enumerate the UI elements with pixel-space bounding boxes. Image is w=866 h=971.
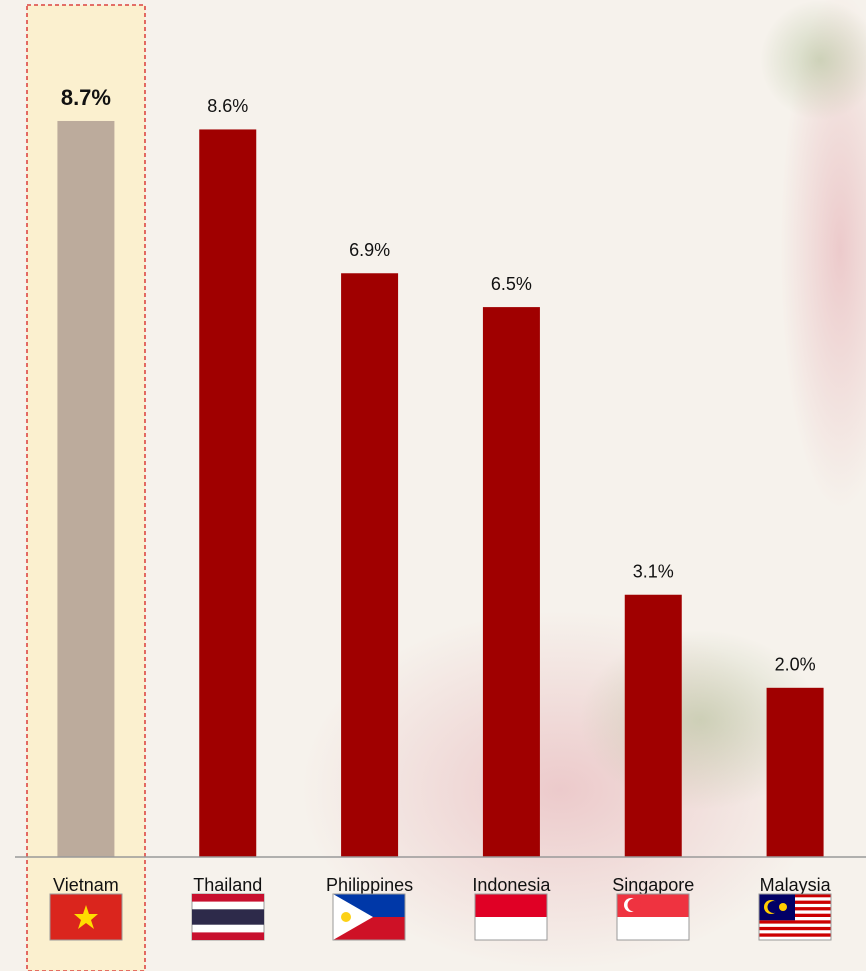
x-tick-label: Thailand: [193, 875, 262, 895]
flag-indonesia: [475, 894, 547, 940]
x-tick-label: Singapore: [612, 875, 694, 895]
bar: [199, 129, 256, 857]
flag-vietnam: [50, 894, 122, 940]
bar: [767, 688, 824, 857]
bar: [341, 273, 398, 857]
flag-singapore: [617, 894, 689, 940]
value-label: 3.1%: [633, 561, 674, 581]
value-label: 8.6%: [207, 96, 248, 116]
value-label: 2.0%: [775, 655, 816, 675]
chart: 8.7% Vietnam 8.6% Thailand 6.9% Philippines 6.…: [0, 0, 866, 971]
bar: [625, 595, 682, 857]
flag-malaysia: [759, 894, 831, 940]
flag-thailand: [192, 894, 264, 940]
value-label: 8.7%: [61, 85, 111, 110]
x-tick-label: Vietnam: [53, 875, 119, 895]
x-tick-label: Indonesia: [472, 875, 551, 895]
flag-philippines: [333, 894, 405, 940]
bar: [483, 307, 540, 857]
value-label: 6.9%: [349, 240, 390, 260]
x-tick-label: Malaysia: [760, 875, 832, 895]
x-tick-label: Philippines: [326, 875, 413, 895]
value-label: 6.5%: [491, 274, 532, 294]
bar: [57, 121, 114, 857]
